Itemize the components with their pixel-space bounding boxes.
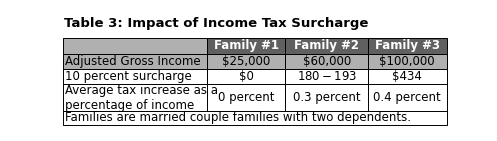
Text: $0: $0 xyxy=(239,70,253,83)
Bar xyxy=(63,54,207,69)
Text: Table 3: Impact of Income Tax Surcharge: Table 3: Impact of Income Tax Surcharge xyxy=(64,17,368,30)
Bar xyxy=(207,84,285,111)
Text: Average tax increase as a
percentage of income: Average tax increase as a percentage of … xyxy=(65,84,218,112)
Bar xyxy=(285,38,368,54)
Bar xyxy=(63,38,207,54)
Text: 10 percent surcharge: 10 percent surcharge xyxy=(65,70,192,83)
Bar xyxy=(368,69,446,84)
Text: $180 - $193: $180 - $193 xyxy=(297,70,357,83)
Bar xyxy=(368,54,446,69)
Text: 0.3 percent: 0.3 percent xyxy=(293,91,360,104)
Bar xyxy=(207,54,285,69)
Bar xyxy=(207,38,285,54)
Bar xyxy=(285,69,368,84)
Text: $434: $434 xyxy=(392,70,422,83)
Bar xyxy=(285,84,368,111)
Text: Adjusted Gross Income: Adjusted Gross Income xyxy=(65,55,201,68)
Text: Family #2: Family #2 xyxy=(294,39,359,52)
Bar xyxy=(368,38,446,54)
Text: $25,000: $25,000 xyxy=(222,55,270,68)
Bar xyxy=(63,84,207,111)
Text: $100,000: $100,000 xyxy=(379,55,435,68)
Bar xyxy=(285,54,368,69)
Bar xyxy=(63,69,207,84)
Text: Family #3: Family #3 xyxy=(375,39,440,52)
Text: 0 percent: 0 percent xyxy=(218,91,274,104)
Bar xyxy=(207,69,285,84)
Text: 0.4 percent: 0.4 percent xyxy=(373,91,441,104)
Bar xyxy=(63,111,446,125)
Text: Families are married couple families with two dependents.: Families are married couple families wit… xyxy=(65,111,411,124)
Text: Family #1: Family #1 xyxy=(214,39,279,52)
Bar xyxy=(368,84,446,111)
Text: $60,000: $60,000 xyxy=(303,55,351,68)
